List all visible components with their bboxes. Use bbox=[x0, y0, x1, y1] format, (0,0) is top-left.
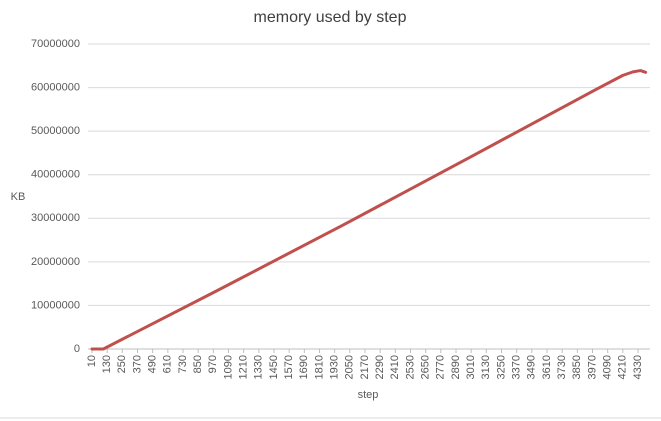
x-tick-label: 2170 bbox=[359, 355, 371, 379]
x-tick-label: 3250 bbox=[495, 355, 507, 379]
series-line bbox=[90, 69, 648, 351]
x-tick-label: 1090 bbox=[222, 355, 234, 379]
x-tick-label: 2410 bbox=[389, 355, 401, 379]
x-axis-label: step bbox=[358, 389, 379, 401]
y-tick-label: 40000000 bbox=[31, 169, 80, 181]
y-tick-label: 30000000 bbox=[31, 212, 80, 224]
y-tick-label: 20000000 bbox=[31, 256, 80, 268]
x-tick-label: 1570 bbox=[283, 355, 295, 379]
x-tick-label: 1450 bbox=[268, 355, 280, 379]
x-tick-label: 610 bbox=[162, 355, 174, 373]
x-tick-label: 2890 bbox=[450, 355, 462, 379]
x-tick-label: 730 bbox=[177, 355, 189, 373]
x-tick-label: 4090 bbox=[602, 355, 614, 379]
x-tick-label: 3970 bbox=[586, 355, 598, 379]
x-tick-label: 970 bbox=[207, 355, 219, 373]
x-tick-label: 3010 bbox=[465, 355, 477, 379]
x-tick-label: 2290 bbox=[374, 355, 386, 379]
x-tick-label: 250 bbox=[116, 355, 128, 373]
x-tick-label: 2530 bbox=[404, 355, 416, 379]
y-tick-label: 50000000 bbox=[31, 125, 80, 137]
y-tick-label: 10000000 bbox=[31, 299, 80, 311]
y-axis-label: KB bbox=[11, 191, 26, 203]
x-tick-label: 1930 bbox=[329, 355, 341, 379]
chart-title: memory used by step bbox=[254, 9, 407, 26]
y-tick-label: 60000000 bbox=[31, 81, 80, 93]
x-tick-label: 3850 bbox=[571, 355, 583, 379]
x-tick-label: 2650 bbox=[420, 355, 432, 379]
x-tick-label: 370 bbox=[131, 355, 143, 373]
x-tick-label: 2050 bbox=[344, 355, 356, 379]
x-tick-label: 130 bbox=[101, 355, 113, 373]
y-tick-label: 0 bbox=[74, 343, 80, 355]
x-tick-label: 490 bbox=[147, 355, 159, 373]
x-tick-label: 2770 bbox=[435, 355, 447, 379]
x-tick-label: 10 bbox=[86, 355, 98, 367]
x-tick-label: 4210 bbox=[617, 355, 629, 379]
x-tick-label: 850 bbox=[192, 355, 204, 373]
x-tick-label: 1210 bbox=[238, 355, 250, 379]
x-tick-label: 3730 bbox=[556, 355, 568, 379]
x-tick-label: 3490 bbox=[526, 355, 538, 379]
x-tick-label: 3610 bbox=[541, 355, 553, 379]
y-tick-label: 70000000 bbox=[31, 38, 80, 50]
x-tick-label: 3130 bbox=[480, 355, 492, 379]
x-tick-label: 1810 bbox=[313, 355, 325, 379]
x-tick-label: 4330 bbox=[632, 355, 644, 379]
x-tick-label: 1690 bbox=[298, 355, 310, 379]
x-tick-label: 1330 bbox=[253, 355, 265, 379]
x-tick-label: 3370 bbox=[511, 355, 523, 379]
